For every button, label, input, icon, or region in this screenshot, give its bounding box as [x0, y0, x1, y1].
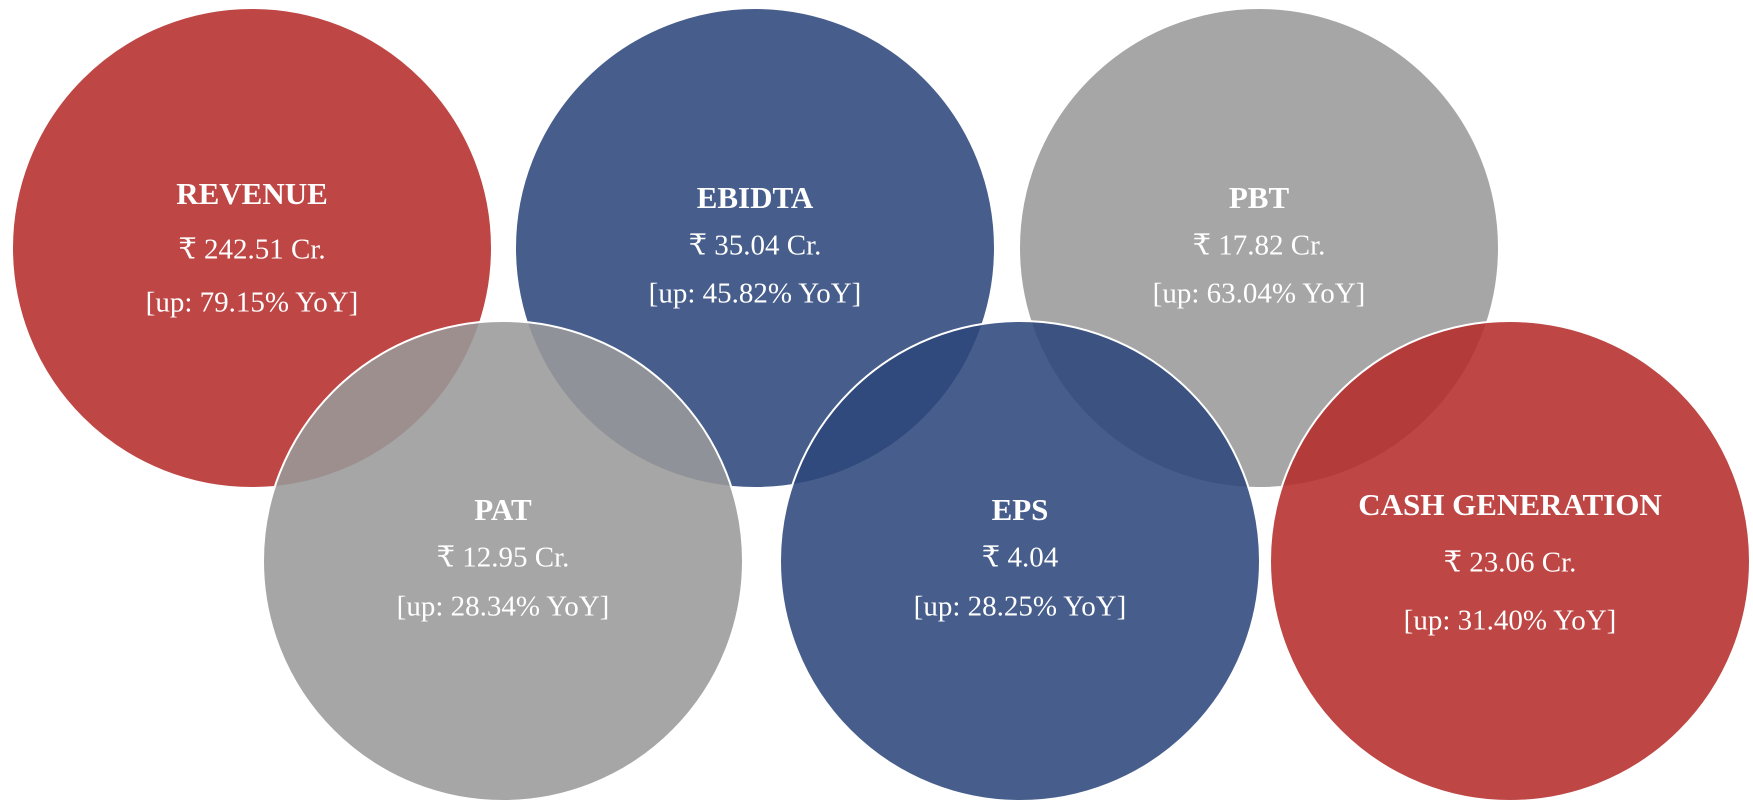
kpi-title: EBIDTA — [697, 180, 814, 215]
kpi-circle — [262, 320, 744, 802]
kpi-circle — [1269, 320, 1751, 802]
kpi-title: EPS — [992, 492, 1049, 527]
kpi-value: ₹ 35.04 Cr. — [689, 230, 822, 262]
kpi-value: ₹ 17.82 Cr. — [1193, 230, 1326, 262]
kpi-title: PAT — [474, 492, 532, 527]
kpi-value: ₹ 4.04 — [982, 542, 1059, 574]
kpi-title: CASH GENERATION — [1358, 487, 1661, 522]
kpi-value: ₹ 12.95 Cr. — [437, 542, 570, 574]
kpi-title: REVENUE — [176, 176, 328, 211]
kpi-circle — [779, 320, 1261, 802]
kpi-change: [up: 31.40% YoY] — [1404, 605, 1617, 637]
kpi-change: [up: 63.04% YoY] — [1153, 278, 1366, 310]
kpi-value: ₹ 23.06 Cr. — [1444, 547, 1577, 579]
kpi-change: [up: 45.82% YoY] — [649, 278, 862, 310]
kpi-value: ₹ 242.51 Cr. — [178, 234, 325, 266]
kpi-change: [up: 28.34% YoY] — [397, 591, 610, 623]
kpi-change: [up: 79.15% YoY] — [146, 287, 359, 319]
kpi-title: PBT — [1229, 180, 1290, 215]
kpi-change: [up: 28.25% YoY] — [914, 591, 1127, 623]
